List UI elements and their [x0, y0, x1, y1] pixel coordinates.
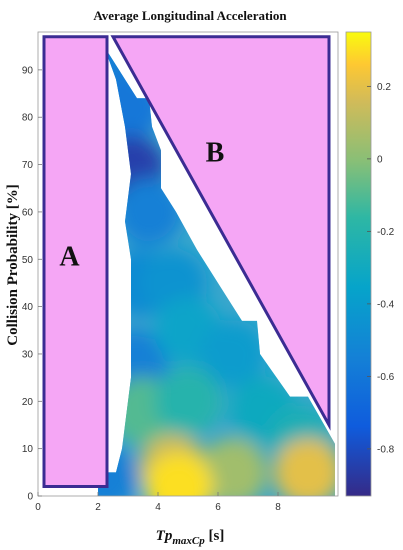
- y-tick-label: 70: [22, 160, 34, 171]
- x-tick-label: 4: [155, 502, 161, 513]
- x-tick-label: 0: [35, 502, 41, 513]
- colorbar-tick-label: 0: [377, 154, 383, 165]
- annotation-label-a: A: [59, 242, 80, 273]
- y-tick-label: 0: [27, 492, 33, 503]
- heat-cell-15: [274, 438, 335, 496]
- y-tick-label: 60: [22, 207, 34, 218]
- x-axis-label-main: Tp: [156, 528, 173, 544]
- x-axis-label-unit: [s]: [205, 528, 225, 544]
- x-axis-label-sub: maxCp: [172, 535, 205, 547]
- x-tick-label: 2: [95, 502, 101, 513]
- colorbar-tick-label: -0.8: [377, 444, 395, 455]
- y-tick-label: 20: [22, 397, 34, 408]
- x-tick-label: 8: [275, 502, 281, 513]
- y-tick-label: 30: [22, 349, 34, 360]
- y-tick-label: 50: [22, 255, 34, 266]
- colorbar-tick-label: -0.6: [377, 372, 395, 383]
- annotation-region-b: [110, 35, 331, 431]
- colorbar-tick-label: -0.4: [377, 299, 395, 310]
- annotation-label-b: B: [206, 138, 225, 169]
- y-tick-label: 80: [22, 113, 34, 124]
- axes-frame: [37, 31, 339, 497]
- colorbar: [345, 31, 372, 497]
- x-axis-label: TpmaxCp [s]: [156, 528, 225, 547]
- x-tick-label: 6: [215, 502, 221, 513]
- chart-title: Average Longitudinal Acceleration: [93, 8, 287, 23]
- y-axis-label: Collision Probability [%]: [5, 184, 21, 345]
- y-tick-label: 10: [22, 444, 34, 455]
- annotation-region-a: [42, 35, 109, 489]
- heat-cell-14: [199, 438, 267, 496]
- colorbar-tick-label: -0.2: [377, 227, 395, 238]
- heat-cell-10: [154, 367, 222, 436]
- colorbar-tick-label: 0.2: [377, 82, 391, 93]
- heat-cell-8: [199, 319, 267, 388]
- y-tick-label: 40: [22, 302, 34, 313]
- heat-cell-16: [145, 452, 213, 496]
- y-tick-label: 90: [22, 65, 34, 76]
